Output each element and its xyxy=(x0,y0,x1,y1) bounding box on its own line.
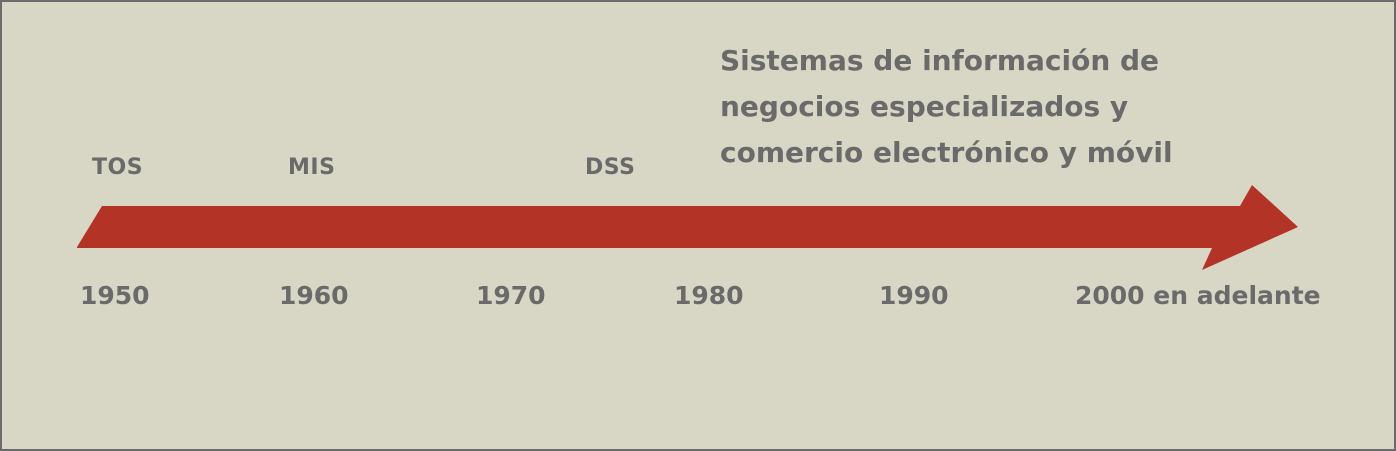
system-label-tos: TOS xyxy=(92,155,144,180)
year-label-1970: 1970 xyxy=(476,281,546,310)
headline-text: Sistemas de información de negocios espe… xyxy=(720,38,1280,176)
year-label-1950: 1950 xyxy=(80,281,150,310)
headline-line-2: negocios especializados y xyxy=(720,90,1129,123)
headline-line-3: comercio electrónico y móvil xyxy=(720,136,1173,169)
arrow-shape xyxy=(77,185,1298,270)
year-label-1980: 1980 xyxy=(674,281,744,310)
year-label-1960: 1960 xyxy=(279,281,349,310)
system-label-dss: DSS xyxy=(585,155,636,180)
system-label-mis: MIS xyxy=(288,155,336,180)
headline-line-1: Sistemas de información de xyxy=(720,44,1160,77)
year-label-2000-onward: 2000 en adelante xyxy=(1075,281,1321,310)
year-label-1990: 1990 xyxy=(879,281,949,310)
